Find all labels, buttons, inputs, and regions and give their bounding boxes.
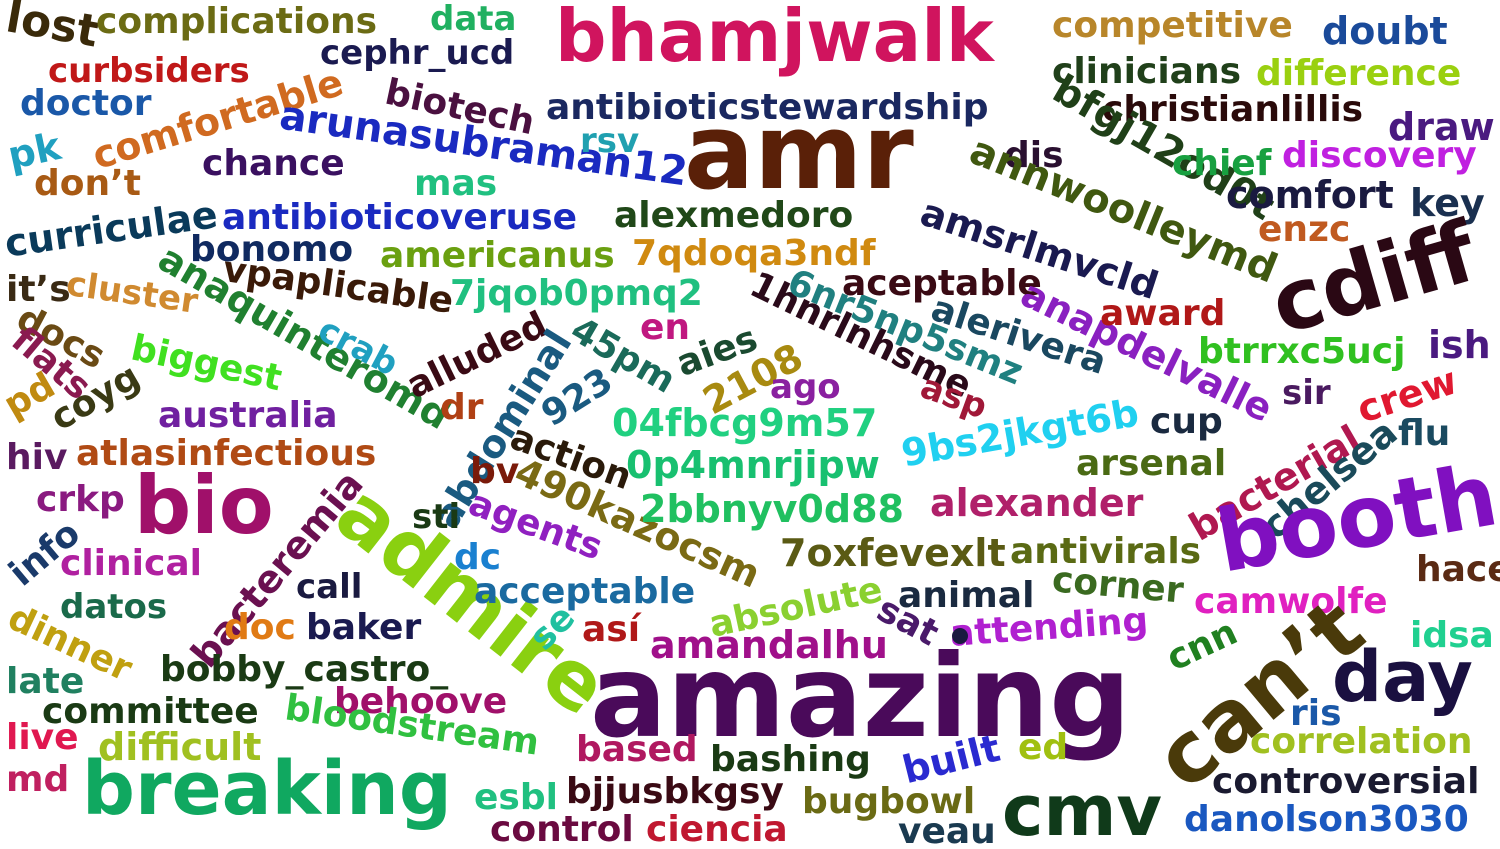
word-cmv: cmv <box>1002 770 1163 849</box>
word-doc: doc <box>224 607 296 648</box>
word-bjjusbkgsy: bjjusbkgsy <box>566 771 784 812</box>
word-draw: draw <box>1388 105 1495 149</box>
word-antibioticoveruse: antibioticoveruse <box>222 197 578 238</box>
word-amr: amr <box>684 91 914 213</box>
word-christianlillis: christianlillis <box>1102 89 1364 130</box>
word-dc: dc <box>454 537 502 578</box>
word-enzc: enzc <box>1258 209 1351 250</box>
word-live: live <box>6 717 79 758</box>
word-dis: dis <box>1004 135 1064 176</box>
word-bugbowl: bugbowl <box>802 781 976 822</box>
word-amazing: amazing <box>590 630 1131 763</box>
word-chance: chance <box>202 143 345 184</box>
word-2bbnyv0d88: 2bbnyv0d88 <box>640 487 904 531</box>
word-flu: flu <box>1398 413 1451 454</box>
word-antibioticstewardship: antibioticstewardship <box>546 87 989 128</box>
word-esbl: esbl <box>474 777 558 818</box>
word-7jqob0pmq2: 7jqob0pmq2 <box>450 273 703 314</box>
word-key: key <box>1410 181 1485 225</box>
word-control: control <box>490 809 634 849</box>
word-amandalhu: amandalhu <box>650 623 888 667</box>
word-data: data <box>430 0 517 39</box>
word-committee: committee <box>42 691 259 732</box>
word-bashing: bashing <box>710 739 871 780</box>
word-veau: veau <box>898 811 996 849</box>
word-day: day <box>1332 636 1473 718</box>
word-arsenal: arsenal <box>1076 443 1227 484</box>
dot-mark <box>952 628 968 644</box>
word-difficult: difficult <box>98 725 262 769</box>
word-rsv: rsv <box>580 121 640 161</box>
word-correlation: correlation <box>1250 721 1473 762</box>
word-award: award <box>1100 293 1226 334</box>
word-7oxfevexlt: 7oxfevexlt <box>780 531 1006 575</box>
word-complications: complications <box>96 1 378 42</box>
word-ciencia: ciencia <box>646 809 788 849</box>
word-bhamjwalk: bhamjwalk <box>555 0 994 78</box>
word-bobby-castro: bobby_castro_ <box>160 649 449 690</box>
word-clinical: clinical <box>60 543 202 584</box>
word-difference: difference <box>1256 53 1462 94</box>
word-competitive: competitive <box>1052 5 1293 46</box>
word-cephr-ucd: cephr_ucd <box>320 33 515 73</box>
word-doubt: doubt <box>1322 9 1448 53</box>
word-hace: hace <box>1416 549 1500 590</box>
word-americanus: americanus <box>380 235 615 276</box>
word-bio: bio <box>134 459 274 552</box>
word-australia: australia <box>158 395 338 436</box>
word-its: it’s <box>6 269 71 310</box>
word-ris: ris <box>1290 693 1342 734</box>
word-lost: lost <box>2 0 103 58</box>
word-ago: ago <box>770 367 841 407</box>
word-sti: sti <box>412 497 461 537</box>
word-call: call <box>296 567 363 607</box>
word-0p4mnrjipw: 0p4mnrjipw <box>626 443 880 487</box>
word-biggest: biggest <box>127 327 286 400</box>
word-doctor: doctor <box>20 83 152 124</box>
word-bonomo: bonomo <box>190 229 354 270</box>
word-ish: ish <box>1428 323 1491 367</box>
word-dont: don’t <box>34 163 142 204</box>
word-based: based <box>576 729 698 770</box>
word-crkp: crkp <box>36 479 125 520</box>
word-clinicians: clinicians <box>1052 51 1242 92</box>
word-camwolfe: camwolfe <box>1194 581 1388 622</box>
word-datos: datos <box>60 587 168 627</box>
word-danolson3030: danolson3030 <box>1184 799 1469 840</box>
word-sir: sir <box>1282 373 1331 413</box>
word-dr: dr <box>440 387 484 428</box>
word-ed: ed <box>1018 727 1069 768</box>
word-hiv: hiv <box>6 437 68 478</box>
word-curbsiders: curbsiders <box>48 51 250 91</box>
word-antivirals: antivirals <box>1010 531 1202 572</box>
word-alexander: alexander <box>930 481 1144 525</box>
word-controversial: controversial <box>1212 761 1480 802</box>
word-comfort: comfort <box>1226 173 1394 217</box>
word-mas: mas <box>414 163 498 204</box>
word-breaking: breaking <box>82 746 452 832</box>
word-btrrxc5ucj: btrrxc5ucj <box>1198 331 1406 372</box>
word-cup: cup <box>1150 401 1223 442</box>
word-discovery: discovery <box>1282 135 1477 176</box>
word-md: md <box>6 759 70 800</box>
word-atlasinfectious: atlasinfectious <box>76 433 377 474</box>
word-en: en <box>640 307 691 348</box>
word-alexmedoro: alexmedoro <box>614 195 854 236</box>
word-bv: bv <box>470 451 520 492</box>
word-idsa: idsa <box>1410 615 1494 656</box>
word-7qdoqa3ndf: 7qdoqa3ndf <box>632 233 876 274</box>
word-behoove: behoove <box>334 681 508 722</box>
word-acceptable: acceptable <box>474 571 696 612</box>
word-chief: chief <box>1172 143 1272 184</box>
word-animal: animal <box>898 575 1035 616</box>
word-late: late <box>6 661 85 702</box>
word-04fbcg9m57: 04fbcg9m57 <box>612 401 878 445</box>
word-baker: baker <box>306 607 422 648</box>
word-aceptable: aceptable <box>842 263 1042 304</box>
word-asi: así <box>582 609 641 650</box>
